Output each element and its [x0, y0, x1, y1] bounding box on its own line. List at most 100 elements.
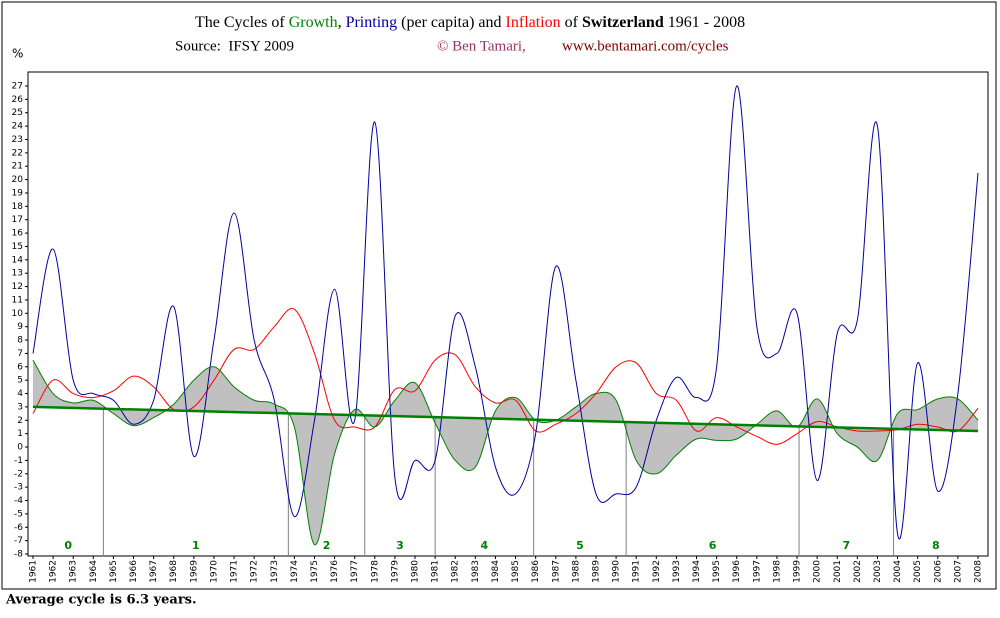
y-tick-label: 14	[12, 255, 24, 265]
chart-title: The Cycles of Growth, Printing (per capi…	[195, 14, 745, 31]
cycle-label: 4	[481, 539, 489, 552]
y-tick-label: 26	[12, 95, 24, 105]
cycle-label: 8	[932, 539, 940, 552]
y-tick-label: 6	[17, 362, 23, 372]
cycle-label: 5	[576, 539, 584, 552]
x-tick-label: 1969	[189, 560, 199, 583]
x-tick-label: 2004	[893, 560, 903, 583]
y-tick-label: -6	[14, 523, 23, 533]
x-tick-label: 1999	[793, 560, 803, 583]
x-tick-label: 1994	[692, 560, 702, 583]
x-tick-label: 2003	[873, 560, 883, 583]
y-tick-label: -5	[14, 509, 23, 519]
x-tick-label: 2001	[833, 560, 843, 583]
y-tick-label: 23	[12, 135, 23, 145]
y-tick-label: 1	[17, 429, 23, 439]
x-tick-label: 1986	[531, 560, 541, 583]
cycle-label: 6	[709, 539, 717, 552]
title-text: (per capita) and	[401, 14, 501, 31]
x-tick-label: 1981	[431, 560, 441, 583]
x-tick-label: 1992	[652, 560, 662, 583]
y-tick-label: 9	[17, 322, 23, 332]
x-tick-label: 1964	[89, 560, 99, 583]
y-tick-label: 16	[12, 229, 24, 239]
y-axis-label: %	[12, 47, 23, 61]
y-tick-label: 25	[12, 108, 23, 118]
y-tick-label: 5	[17, 376, 23, 386]
y-tick-label: 19	[12, 188, 24, 198]
x-tick-label: 2006	[933, 560, 943, 583]
x-tick-label: 1984	[491, 560, 501, 583]
x-tick-label: 2000	[813, 560, 823, 583]
y-tick-label: 15	[12, 242, 23, 252]
x-tick-label: 1979	[390, 560, 400, 583]
x-tick-label: 1961	[29, 560, 39, 583]
x-tick-label: 1989	[591, 560, 601, 583]
y-tick-label: -4	[14, 496, 23, 506]
x-tick-label: 1997	[752, 560, 762, 583]
x-tick-label: 1983	[471, 560, 481, 583]
x-tick-label: 1990	[612, 560, 622, 583]
x-tick-label: 1980	[411, 560, 421, 583]
cycle-label: 1	[192, 539, 200, 552]
x-tick-label: 1993	[672, 560, 682, 583]
cycle-label: 3	[396, 539, 404, 552]
cycle-label: 7	[842, 539, 850, 552]
x-tick-label: 1976	[330, 560, 340, 583]
x-tick-label: 1965	[109, 560, 119, 583]
source: Source: IFSY 2009	[175, 38, 294, 54]
x-tick-label: 1972	[250, 560, 260, 583]
y-tick-label: 17	[12, 215, 23, 225]
title-text: The Cycles of	[195, 14, 285, 31]
x-tick-label: 1975	[310, 560, 320, 583]
title-country: Switzerland	[582, 14, 664, 31]
x-tick-label: 1962	[49, 560, 59, 583]
y-tick-label: -8	[14, 550, 23, 560]
x-tick-label: 2002	[853, 560, 863, 583]
y-tick-label: 12	[12, 282, 23, 292]
author: © Ben Tamari,	[437, 38, 526, 54]
series-line	[32, 359, 979, 546]
x-tick-label: 1973	[270, 560, 280, 583]
y-tick-label: 18	[12, 202, 24, 212]
y-tick-label: 13	[12, 269, 23, 279]
website: www.bentamari.com/cycles	[562, 38, 729, 54]
x-tick-label: 1995	[712, 560, 722, 583]
plot-frame	[27, 71, 989, 557]
y-tick-label: 2	[17, 416, 23, 426]
y-tick-label: -1	[14, 456, 23, 466]
chart-frame	[1, 1, 997, 590]
y-tick-label: 22	[12, 148, 23, 158]
y-tick-label: 7	[17, 349, 23, 359]
y-tick-label: 27	[12, 82, 23, 92]
y-tick-label: -7	[14, 536, 23, 546]
x-tick-label: 1971	[230, 560, 240, 583]
title-series: Growth	[289, 14, 338, 31]
x-tick-label: 1982	[451, 560, 461, 583]
x-tick-label: 2007	[953, 560, 963, 583]
y-tick-label: 11	[12, 295, 23, 305]
y-tick-label: 8	[17, 336, 23, 346]
title-series: Printing	[346, 14, 398, 31]
y-tick-label: -3	[14, 483, 23, 493]
growth-area	[33, 360, 978, 545]
x-tick-label: 1991	[632, 560, 642, 583]
title-text: of	[565, 14, 579, 31]
x-tick-label: 1977	[350, 560, 360, 583]
title-years: 1961 - 2008	[668, 14, 745, 31]
y-tick-label: 0	[17, 443, 23, 453]
y-tick-label: 20	[12, 175, 24, 185]
trend-line	[32, 405, 979, 433]
y-tick-label: 3	[17, 402, 23, 412]
x-tick-label: 1996	[732, 560, 742, 583]
cycle-label: 0	[64, 539, 72, 552]
x-tick-label: 1970	[209, 560, 219, 583]
x-tick-label: 1966	[129, 560, 139, 583]
y-tick-label: 10	[12, 309, 24, 319]
y-tick-label: 21	[12, 162, 23, 172]
y-tick-label: 24	[12, 122, 24, 132]
x-tick-label: 1988	[571, 560, 581, 583]
x-tick-label: 1974	[290, 560, 300, 583]
cycle-label: 2	[323, 539, 331, 552]
